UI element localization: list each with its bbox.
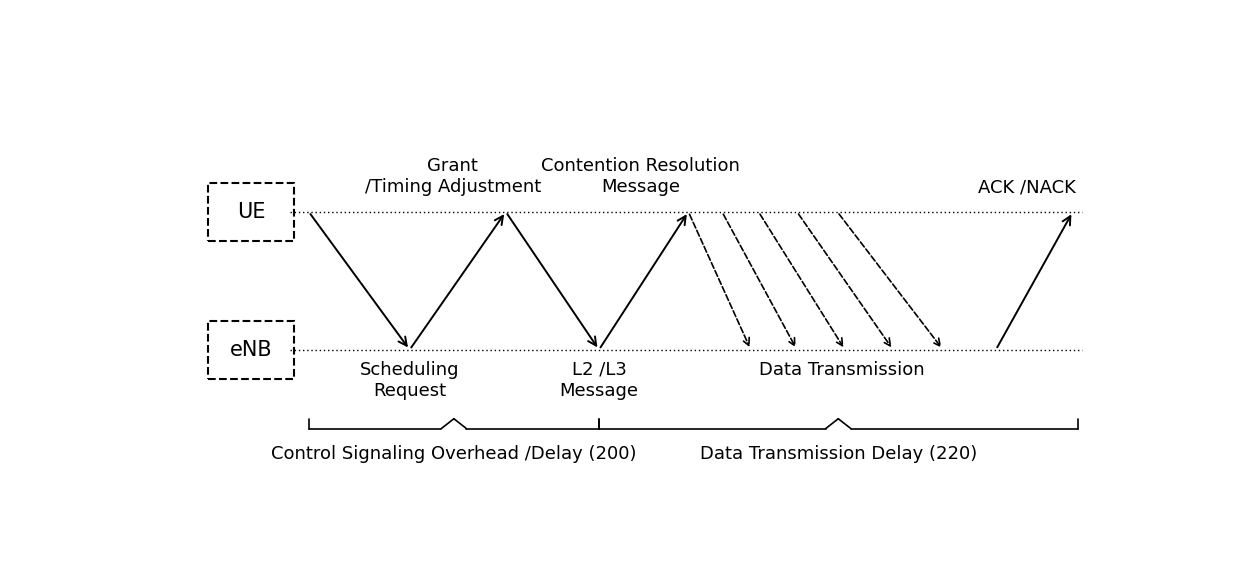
- Text: L2 /L3
Message: L2 /L3 Message: [559, 361, 639, 399]
- Text: Scheduling
Request: Scheduling Request: [360, 361, 459, 399]
- Text: eNB: eNB: [229, 340, 273, 360]
- Text: Data Transmission Delay (220): Data Transmission Delay (220): [699, 446, 977, 464]
- Text: Grant
/Timing Adjustment: Grant /Timing Adjustment: [365, 157, 541, 196]
- Bar: [208, 183, 294, 240]
- Text: Control Signaling Overhead /Delay (200): Control Signaling Overhead /Delay (200): [272, 446, 636, 464]
- Text: ACK /NACK: ACK /NACK: [978, 178, 1075, 196]
- Text: UE: UE: [237, 202, 265, 222]
- Text: Data Transmission: Data Transmission: [759, 361, 925, 379]
- Text: Contention Resolution
Message: Contention Resolution Message: [541, 157, 740, 196]
- Bar: [208, 321, 294, 379]
